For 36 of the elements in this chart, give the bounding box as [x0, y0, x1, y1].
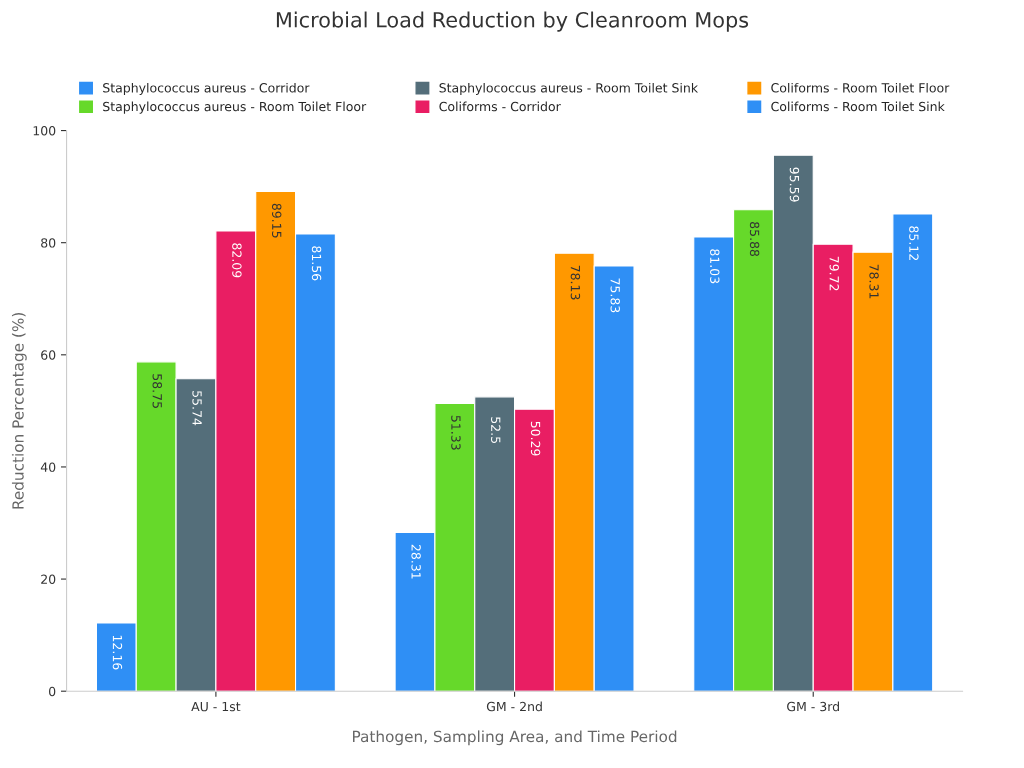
data-label: 89.15 [272, 203, 282, 238]
y-tick-label: 20 [41, 574, 56, 584]
data-label: 81.03 [710, 249, 720, 284]
data-label: 58.75 [152, 374, 162, 408]
legend-label: Staphylococcus aureus - Corridor [103, 82, 310, 95]
data-label: 78.31 [869, 264, 879, 299]
data-label: 79.72 [829, 256, 839, 291]
legend-label: Coliforms - Room Toilet Floor [771, 82, 950, 93]
data-label: 55.74 [192, 391, 202, 426]
legend-label: Staphylococcus aureus - Room Toilet Sink [439, 82, 699, 95]
data-label: 51.33 [451, 415, 461, 450]
data-label: 75.83 [610, 278, 620, 313]
data-label: 28.31 [411, 544, 421, 579]
data-label: 85.88 [749, 222, 760, 257]
x-tick-label: GM - 2nd [486, 701, 542, 712]
chart-title: Microbial Load Reduction by Cleanroom Mops [276, 11, 749, 32]
data-label: 81.56 [311, 246, 322, 281]
legend-label: Coliforms - Corridor [439, 101, 561, 112]
data-label: 95.59 [789, 167, 800, 202]
data-label: 50.29 [530, 421, 541, 456]
y-tick-label: 0 [49, 686, 56, 697]
y-axis-title: Reduction Percentage (%) [11, 312, 27, 509]
x-axis-title: Pathogen, Sampling Area, and Time Period [353, 730, 677, 746]
y-tick-label: 60 [41, 350, 56, 360]
legend-label: Coliforms - Room Toilet Sink [771, 101, 945, 112]
y-tick-label: 100 [33, 126, 56, 136]
data-label: 12.16 [112, 635, 123, 670]
data-label: 82.09 [232, 243, 242, 278]
y-tick-label: 40 [40, 462, 56, 472]
data-label: 85.12 [909, 226, 919, 260]
legend-label: Staphylococcus aureus - Room Toilet Floor [103, 101, 367, 114]
data-label: 52.5 [491, 417, 501, 443]
x-tick-label: GM - 3rd [787, 701, 839, 712]
y-tick-label: 80 [41, 238, 56, 248]
data-label: 78.13 [570, 265, 581, 300]
x-tick-label: AU - 1st [191, 702, 241, 712]
